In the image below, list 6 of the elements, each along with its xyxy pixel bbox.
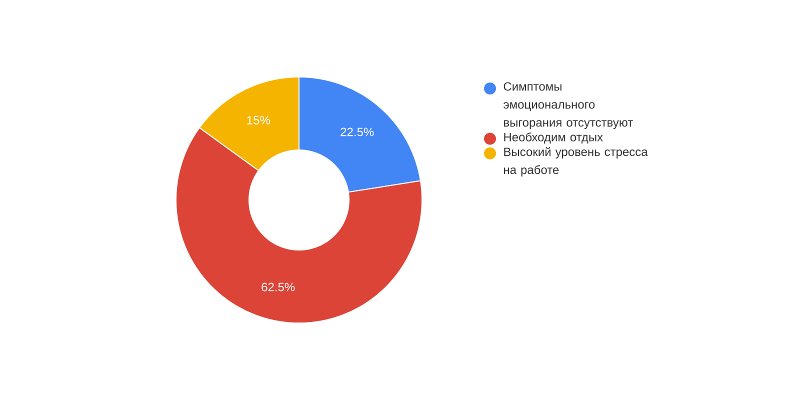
legend-label: Высокий уровень стресса на работе [504,147,648,176]
data-label: 15% [247,116,270,124]
data-label: 62.5% [262,282,295,292]
legend-label: Симптомы эмоционального выгорания отсутствуют [504,82,633,130]
legend-label: Необходим отдых [504,132,603,144]
data-label: 22.5% [340,128,374,136]
